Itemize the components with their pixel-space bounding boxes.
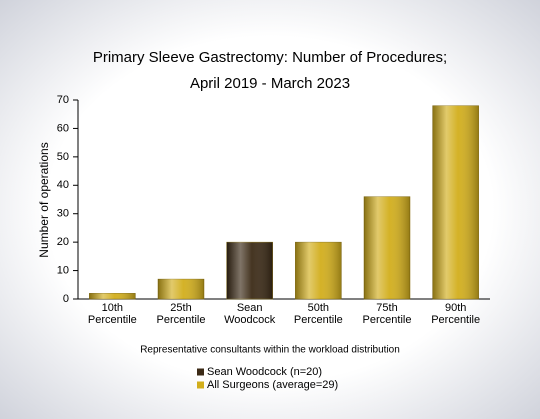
x-tick-label: Percentile — [431, 314, 480, 326]
y-tick-label: 60 — [57, 122, 69, 134]
bar-shade — [363, 196, 411, 299]
bar-shade — [226, 242, 273, 299]
x-tick-label: 75th — [376, 302, 397, 314]
y-tick-label: 40 — [57, 179, 69, 191]
x-tick-label: 10th — [102, 302, 123, 314]
x-tick-label: 50th — [308, 302, 329, 314]
x-tick-label: Sean — [237, 302, 263, 314]
bar-shade — [157, 279, 205, 299]
legend-label: Sean Woodcock (n=20) — [207, 366, 322, 378]
x-tick-label: Woodcock — [224, 314, 276, 326]
legend-label: All Surgeons (average=29) — [207, 379, 338, 391]
x-tick-label: Percentile — [157, 314, 206, 326]
x-axis-label: Representative consultants within the wo… — [140, 345, 400, 356]
y-tick-label: 70 — [57, 94, 69, 106]
bar-shade — [432, 105, 479, 299]
x-tick-label: 25th — [170, 302, 191, 314]
legend-swatch — [197, 381, 204, 389]
bar-shade — [295, 242, 342, 299]
y-tick-label: 0 — [63, 293, 69, 305]
y-axis-label: Number of operations — [37, 142, 51, 257]
x-tick-label: Percentile — [88, 314, 137, 326]
y-tick-label: 10 — [57, 264, 69, 276]
chart-title: Primary Sleeve Gastrectomy: Number of Pr… — [93, 49, 447, 66]
x-tick-label: Percentile — [294, 314, 343, 326]
y-tick-label: 50 — [57, 151, 69, 163]
x-tick-label: Percentile — [363, 314, 412, 326]
chart-subtitle: April 2019 - March 2023 — [190, 75, 350, 92]
y-tick-label: 30 — [57, 208, 69, 220]
y-tick-label: 20 — [57, 236, 69, 248]
x-tick-label: 90th — [445, 302, 466, 314]
legend-swatch — [197, 368, 204, 376]
bar-shade — [89, 293, 136, 299]
